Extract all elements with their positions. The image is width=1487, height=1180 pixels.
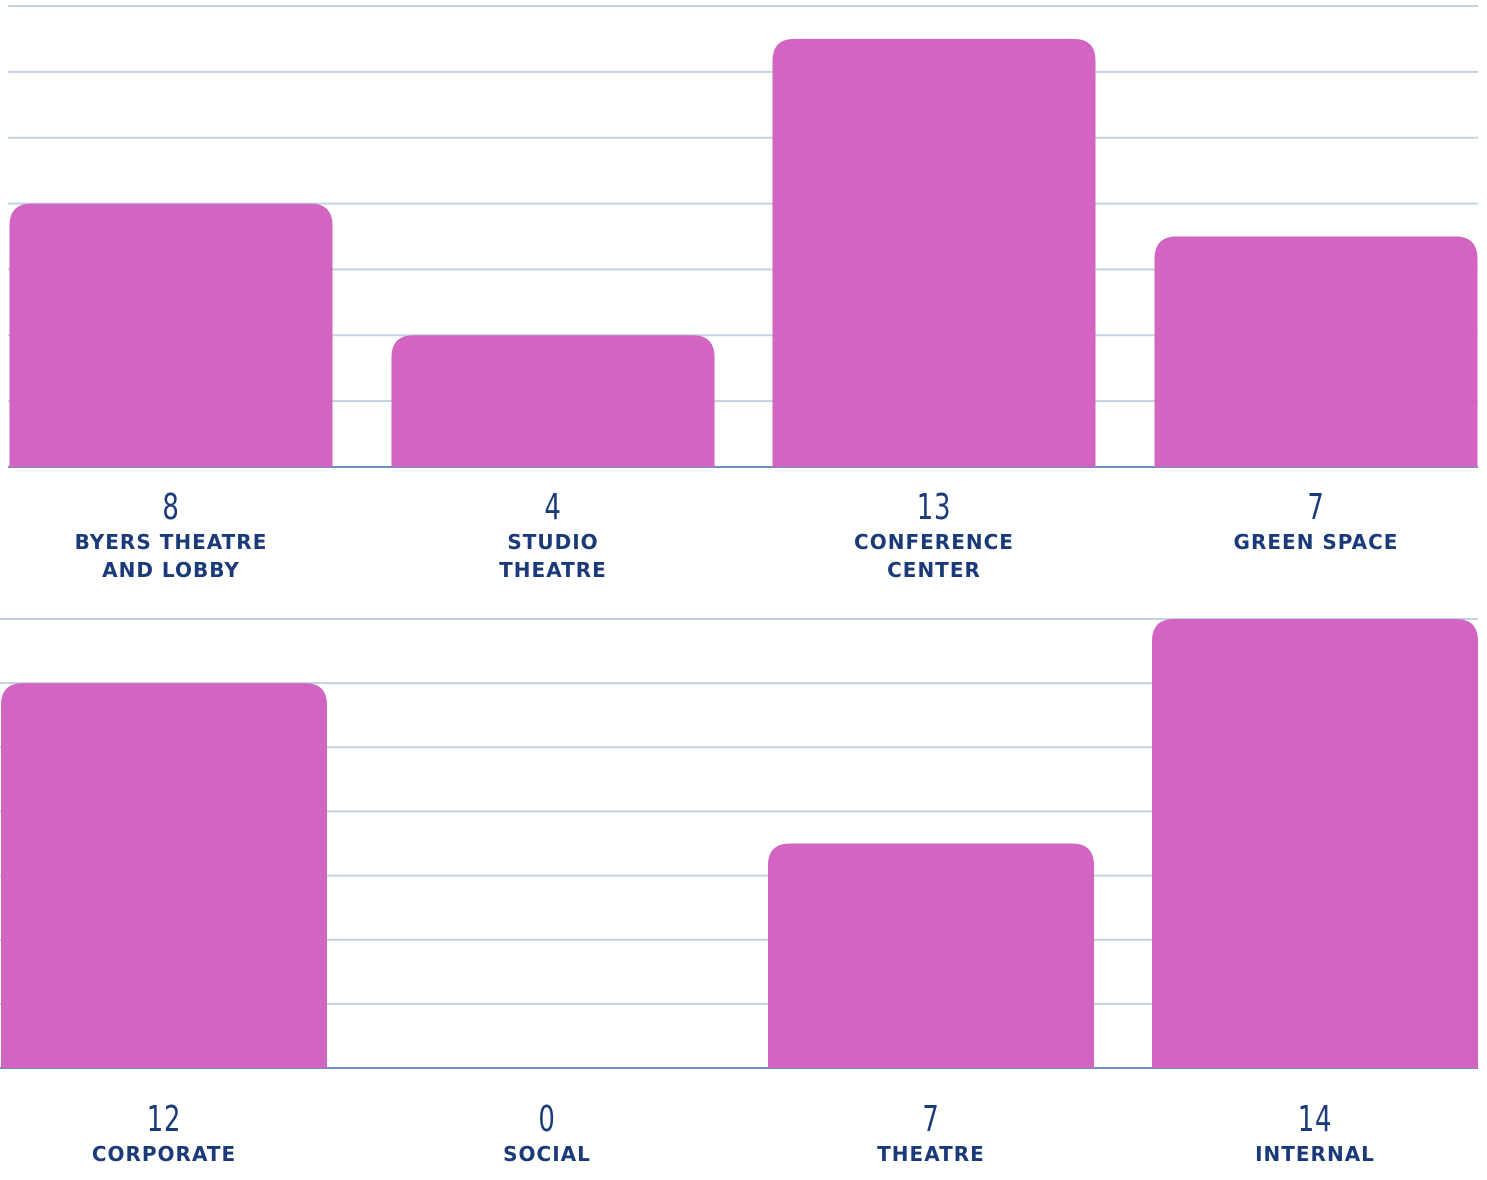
event-type-category-label-3: INTERNAL [1255, 1140, 1375, 1168]
venue-value-label-1: 4 [544, 487, 562, 528]
venue-category-label-1: STUDIO THEATRE [499, 528, 607, 584]
venue-category-label-line: CENTER [887, 558, 981, 582]
venue-bar-chart-plot [8, 5, 1478, 468]
event-type-category-label-line: THEATRE [877, 1142, 985, 1166]
event-type-bar-chart-plot [0, 618, 1478, 1069]
venue-bar-2 [772, 38, 1096, 468]
venue-category-label-0: BYERS THEATRE AND LOBBY [75, 528, 268, 584]
venue-bar-3 [1154, 236, 1478, 467]
venue-category-label-line: AND LOBBY [102, 558, 240, 582]
venue-category-label-line: STUDIO [507, 530, 599, 554]
event-type-category-1: 0 SOCIAL [503, 1100, 591, 1168]
event-type-value-label-0: 12 [146, 1099, 182, 1140]
venue-bar-chart: 8 BYERS THEATRE AND LOBBY 4 STUDIO THEATRE 13 C… [8, 5, 1478, 584]
event-type-bar-2 [768, 843, 1094, 1068]
venue-category-label-line: CONFERENCE [854, 530, 1014, 554]
venue-category-label-line: GREEN SPACE [1233, 530, 1399, 554]
event-type-value-label-3: 14 [1297, 1099, 1333, 1140]
venue-category-1: 4 STUDIO THEATRE [499, 488, 607, 584]
venue-category-3: 7 GREEN SPACE [1234, 488, 1399, 556]
venue-bar-1 [391, 335, 715, 467]
event-type-category-label-1: SOCIAL [503, 1140, 591, 1168]
event-type-category-0: 12 CORPORATE [92, 1100, 236, 1168]
venue-value-label-0: 8 [162, 487, 180, 528]
venue-category-label-line: BYERS THEATRE [74, 530, 268, 554]
event-type-bar-3 [1152, 619, 1478, 1068]
venue-category-0: 8 BYERS THEATRE AND LOBBY [75, 488, 268, 584]
venue-category-2: 13 CONFERENCE CENTER [854, 488, 1014, 584]
event-type-value-label-2: 7 [922, 1099, 940, 1140]
venue-value-label-2: 13 [916, 487, 952, 528]
venue-category-label-2: CONFERENCE CENTER [854, 528, 1014, 584]
event-type-category-label-2: THEATRE [877, 1140, 985, 1168]
venue-category-label-3: GREEN SPACE [1234, 528, 1399, 556]
venue-bar-0 [9, 203, 333, 468]
event-type-bar-0 [1, 683, 327, 1068]
event-type-category-label-0: CORPORATE [92, 1140, 236, 1168]
event-type-category-3: 14 INTERNAL [1255, 1100, 1375, 1168]
event-type-bar-chart: 12 CORPORATE 0 SOCIAL 7 THEATRE 14 INTERNAL [0, 600, 1487, 1180]
venue-value-label-3: 7 [1307, 487, 1325, 528]
venue-category-label-line: THEATRE [499, 558, 607, 582]
event-type-value-label-1: 0 [538, 1099, 556, 1140]
event-type-category-label-line: CORPORATE [91, 1142, 237, 1166]
event-type-category-label-line: INTERNAL [1255, 1142, 1375, 1166]
event-type-category-label-line: SOCIAL [503, 1142, 591, 1166]
event-type-category-2: 7 THEATRE [877, 1100, 985, 1168]
